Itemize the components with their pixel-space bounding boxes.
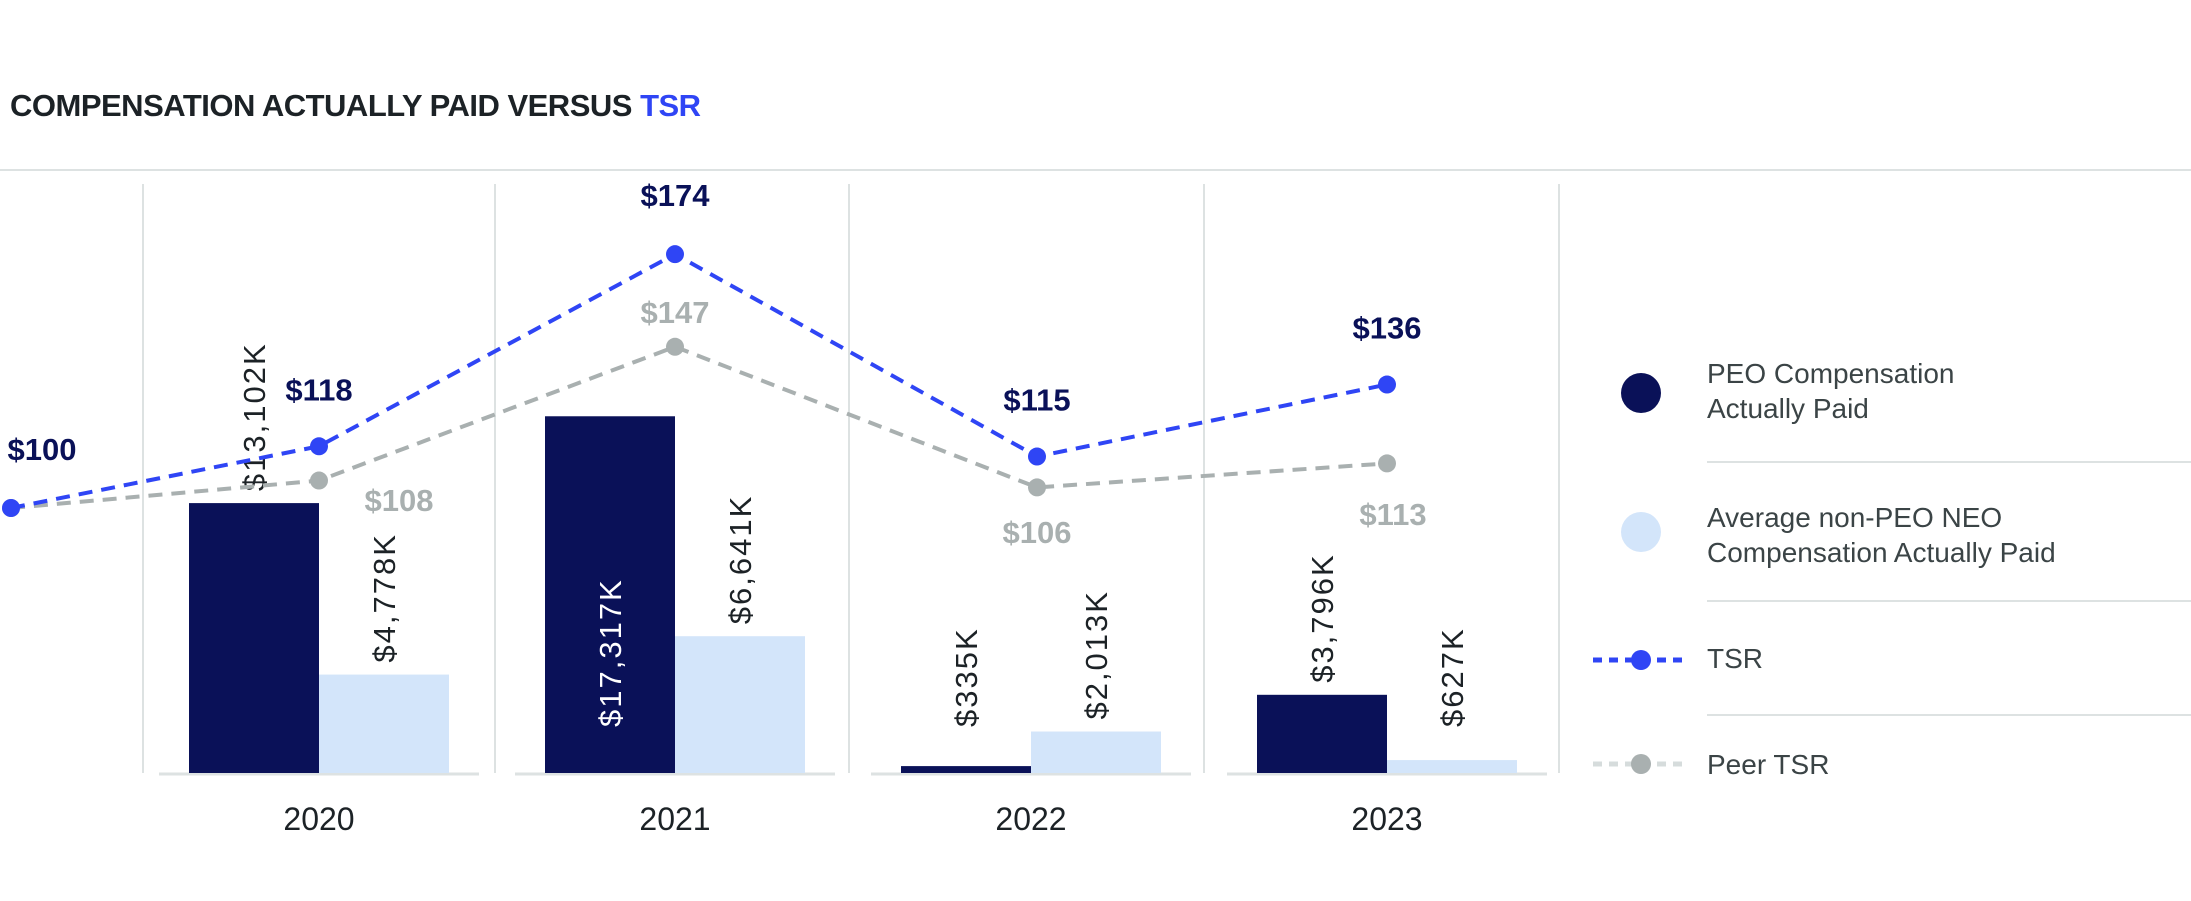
bar-peo [901, 766, 1031, 773]
tsr-point [310, 437, 328, 456]
tsr-data-label: $115 [1003, 383, 1070, 418]
x-tick-label: 2022 [995, 801, 1066, 837]
bar-neo [1031, 731, 1161, 773]
bar-peo [189, 503, 319, 773]
legend-neo-label: Average non-PEO NEO Compensation Actually… [1707, 500, 2056, 570]
bar-data-label: $17,317K [593, 578, 628, 727]
bar-neo [319, 674, 449, 773]
peer-tsr-line [10, 344, 1388, 510]
legend-peo-label: PEO Compensation Actually Paid [1707, 356, 1954, 426]
legend-tsr-label: TSR [1707, 643, 1763, 674]
tsr-line [10, 251, 1388, 510]
peer-tsr-point [1028, 478, 1046, 497]
bar-data-label: $3,796K [1305, 553, 1340, 683]
tsr-data-label: $118 [285, 372, 352, 407]
legend-neo-line1: Average non-PEO NEO [1707, 502, 2003, 533]
peer-tsr-data-label: $113 [1359, 497, 1426, 532]
tsr-data-label: $174 [641, 178, 711, 213]
legend-peer-tsr-label: Peer TSR [1707, 749, 1830, 780]
bar-data-label: $6,641K [723, 495, 758, 625]
bar-neo [675, 636, 805, 773]
bar-data-label: $4,778K [367, 533, 402, 663]
peer-tsr-point [310, 471, 328, 490]
legend-peo-line1: PEO Compensation [1707, 358, 1955, 389]
title-accent: TSR [640, 88, 701, 123]
peer-tsr-data-label: $147 [641, 295, 710, 330]
bar-peo [545, 416, 675, 773]
bar-data-label: $2,013K [1079, 590, 1114, 720]
tsr-point [666, 245, 684, 264]
legend-neo-swatch-icon [1621, 512, 1661, 552]
legend-peo-line2: Actually Paid [1707, 393, 1869, 424]
chart-title: COMPENSATION ACTUALLY PAID VERSUS TSR [10, 88, 701, 124]
tsr-point [2, 499, 20, 517]
legend-tsr-dot-icon [1631, 650, 1651, 670]
bar-data-label: $335K [949, 627, 984, 727]
legend-peer-dot-icon [1631, 754, 1651, 774]
bar-neo [1387, 760, 1517, 773]
bar-data-label: $13,102K [237, 342, 272, 491]
peer-tsr-point [1378, 454, 1396, 473]
x-tick-label: 2020 [283, 801, 354, 837]
bar-data-label: $627K [1435, 627, 1470, 727]
tsr-point [1378, 375, 1396, 394]
legend-peo-swatch-icon [1621, 373, 1661, 413]
peer-tsr-data-label: $106 [1003, 515, 1072, 550]
peer-tsr-point [666, 337, 684, 356]
legend-neo-line2: Compensation Actually Paid [1707, 537, 2056, 568]
x-tick-label: 2023 [1351, 801, 1422, 837]
tsr-data-label: $100 [8, 432, 77, 467]
tsr-data-label: $136 [1353, 311, 1422, 346]
bar-peo [1257, 694, 1387, 773]
peer-tsr-data-label: $108 [365, 483, 434, 518]
tsr-point [1028, 447, 1046, 466]
x-tick-label: 2021 [639, 801, 710, 837]
title-main: COMPENSATION ACTUALLY PAID VERSUS [10, 88, 641, 123]
